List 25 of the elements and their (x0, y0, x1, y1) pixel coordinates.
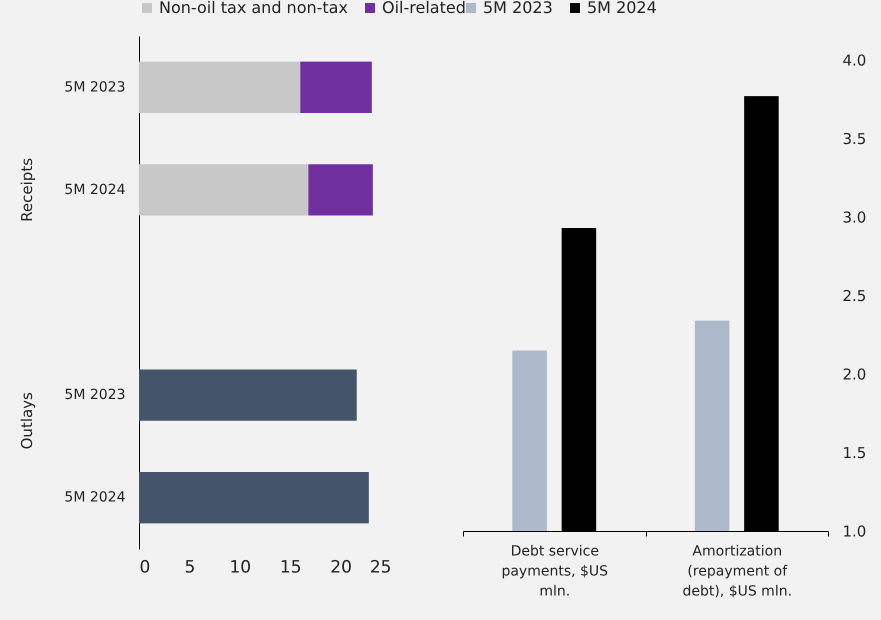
y-tick-label: 1.0 (842, 522, 866, 540)
x-tick-label: 10 (229, 558, 252, 578)
x-tick-label: 15 (280, 558, 302, 578)
y-tick-label: 5M 2023 (64, 79, 126, 96)
y-tick-label: 5M 2023 (64, 387, 126, 404)
y-tick-label: 3.5 (842, 130, 866, 148)
legend-label: 5M 2023 (483, 0, 553, 17)
y-tick-label: 2.0 (842, 366, 866, 384)
legend-label: Oil-related (382, 0, 466, 17)
y-tick-label: 5M 2024 (64, 490, 126, 506)
x-tick-label: Debt service payments, $US mln. (501, 544, 608, 600)
x-tick-label: 25 (370, 558, 392, 578)
text: Receipts (18, 158, 36, 222)
y-tick-label: 2.5 (842, 287, 866, 305)
x-tick-label: 20 (330, 558, 352, 578)
legend-label: 5M 2024 (587, 0, 657, 17)
legend-label: Non-oil tax and non-tax (159, 0, 348, 17)
y-tick-label: 5M 2024 (64, 182, 126, 198)
y-tick-label: 3.0 (842, 208, 866, 226)
y-tick-label: 4.0 (842, 52, 866, 70)
text: Outlays (18, 392, 36, 450)
x-tick-label: 0 (140, 558, 150, 578)
x-tick-label: Amortization (repayment of debt), $US mln. (682, 544, 792, 600)
x-tick-label: 5 (184, 558, 196, 578)
y-tick-label: 1.5 (842, 444, 866, 462)
